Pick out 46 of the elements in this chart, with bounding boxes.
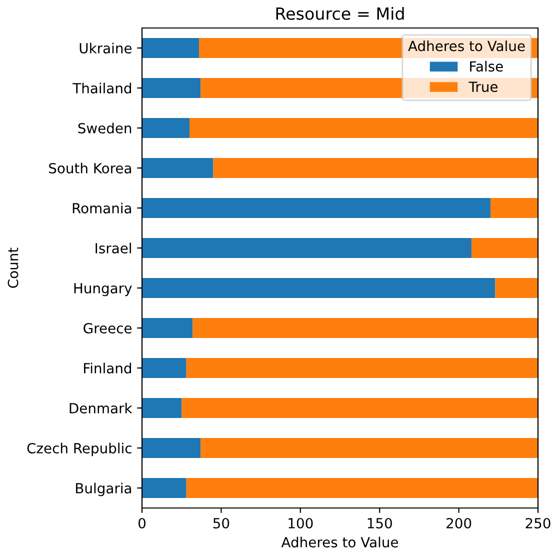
- bar: [142, 38, 200, 58]
- bar: [490, 198, 538, 218]
- y-tick-label: Ukraine: [80, 42, 132, 54]
- bar: [182, 398, 538, 418]
- bar: [192, 318, 538, 338]
- y-tick-label: Israel: [96, 242, 131, 254]
- bar: [495, 278, 538, 298]
- bar: [186, 478, 538, 498]
- bar: [142, 118, 190, 138]
- legend-title: Adheres to Value: [408, 40, 525, 52]
- y-tick-label: Finland: [84, 362, 132, 374]
- x-tick-label: 150: [368, 518, 392, 528]
- y-tick-label: Romania: [72, 202, 132, 214]
- y-tick-label: Hungary: [74, 283, 132, 296]
- legend-label: True: [468, 82, 498, 92]
- bar: [142, 358, 186, 378]
- x-tick-label: 0: [138, 518, 146, 528]
- legend-label: False: [470, 60, 503, 72]
- x-tick-label: 50: [213, 518, 230, 528]
- y-tick-label: Greece: [84, 322, 132, 334]
- y-tick-label: Bulgaria: [76, 482, 132, 496]
- bar: [142, 478, 186, 498]
- bar: [471, 238, 538, 258]
- bar: [142, 438, 201, 458]
- x-tick-label: 200: [446, 518, 472, 528]
- x-tick-label: 250: [526, 518, 550, 528]
- bar: [186, 358, 538, 378]
- chart-title: Resource = Mid: [276, 7, 404, 20]
- y-tick-label: Czech Republic: [27, 442, 132, 456]
- y-axis-title: Count: [8, 248, 18, 288]
- bar: [142, 238, 472, 258]
- bar: [190, 118, 538, 138]
- x-axis-title: Adheres to Value: [281, 536, 398, 548]
- bar: [142, 158, 214, 178]
- bar: [142, 398, 182, 418]
- x-tick-label: 100: [288, 518, 313, 528]
- bar: [142, 78, 201, 98]
- y-tick-label: Sweden: [78, 122, 132, 134]
- bar: [142, 278, 496, 298]
- bar: [142, 198, 490, 218]
- bar: [200, 438, 538, 458]
- bar: [142, 318, 193, 338]
- bar: [213, 158, 538, 178]
- y-tick-label: Denmark: [70, 402, 132, 414]
- y-tick-label: South Korea: [49, 162, 132, 174]
- y-tick-label: Thailand: [72, 82, 132, 94]
